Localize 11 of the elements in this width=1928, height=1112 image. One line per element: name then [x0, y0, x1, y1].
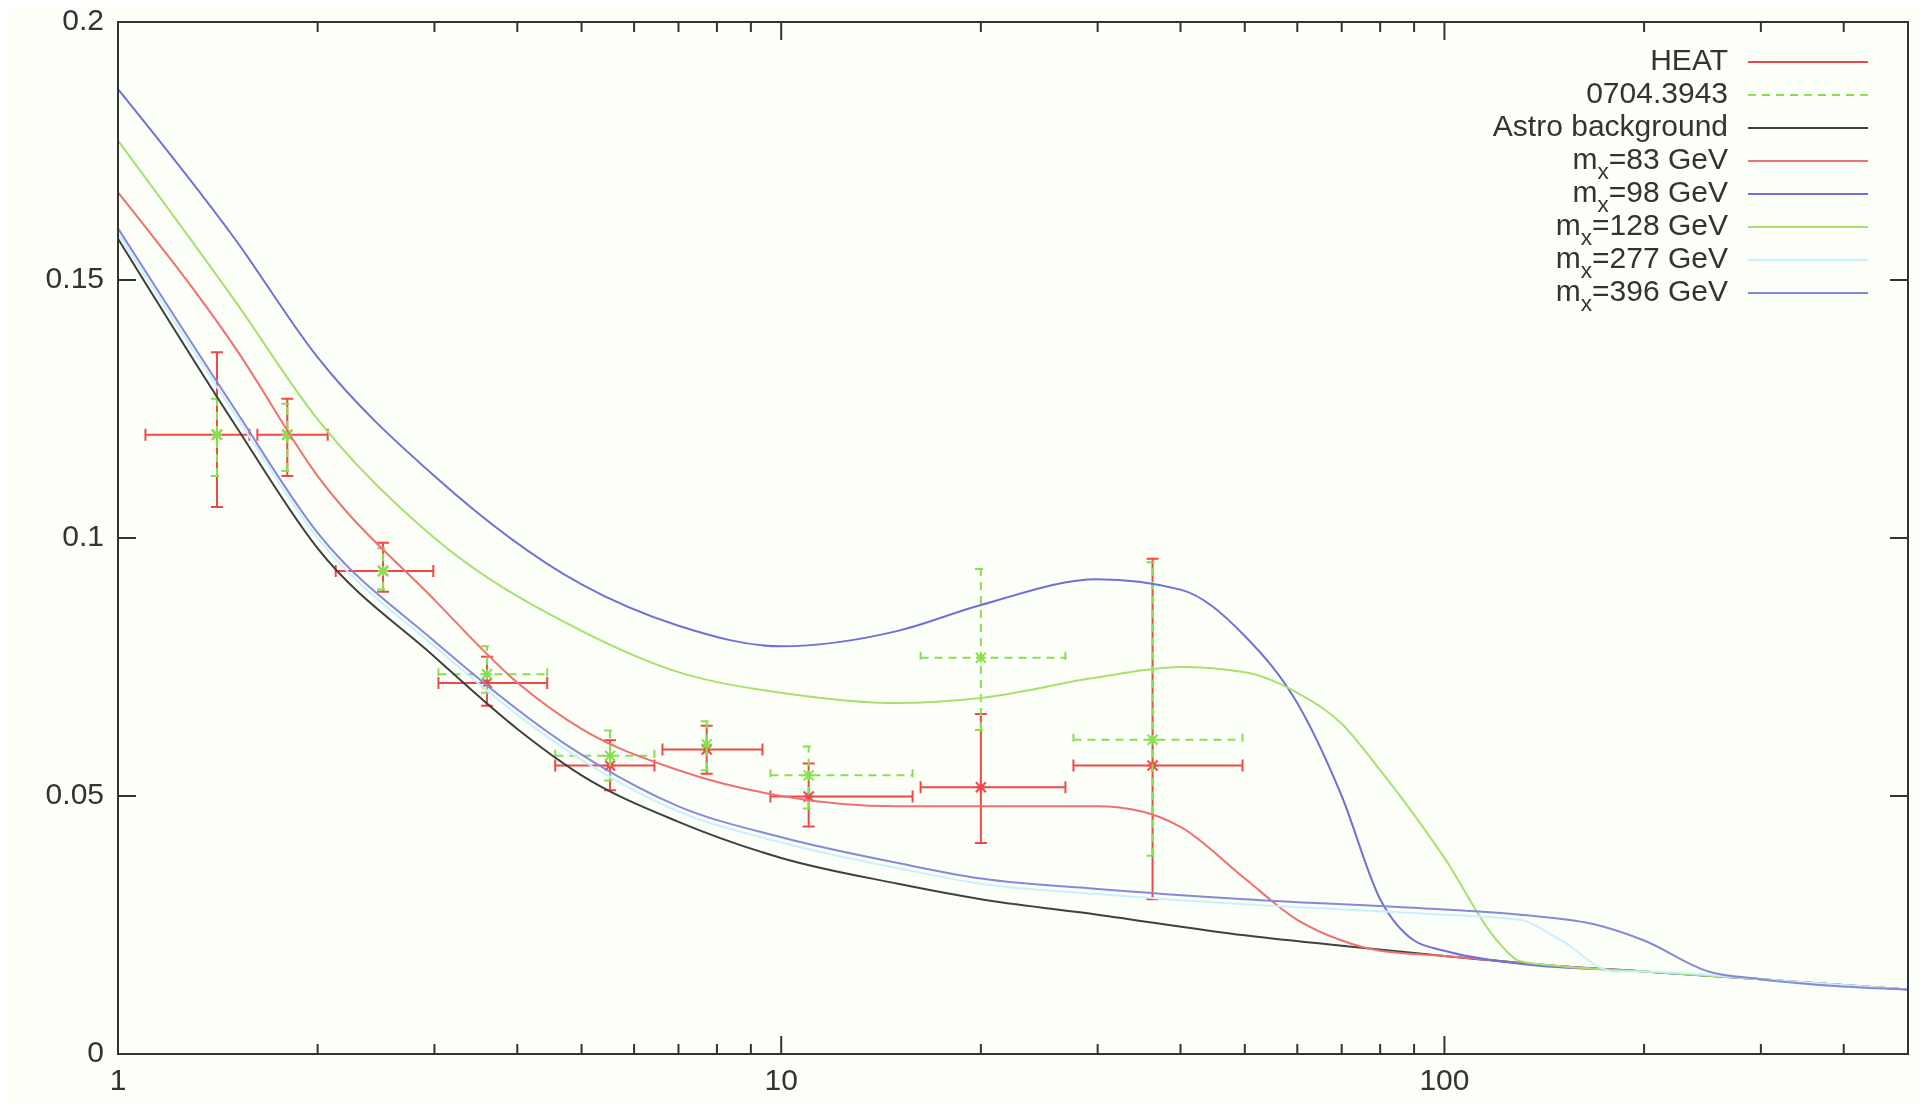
y-tick-label: 0.2	[62, 2, 104, 36]
y-tick-label: 0.1	[62, 518, 104, 552]
y-tick-label: 0.05	[45, 776, 104, 810]
legend-label: 0704.3943	[1586, 75, 1728, 109]
x-tick-label: 100	[1419, 1063, 1470, 1096]
legend-label: HEAT	[1650, 42, 1728, 76]
legend-label: Astro background	[1492, 108, 1728, 142]
x-tick-label: 10	[764, 1063, 798, 1096]
y-tick-label: 0	[87, 1034, 104, 1068]
y-tick-label: 0.15	[45, 260, 104, 294]
x-tick-label: 1	[109, 1063, 127, 1096]
